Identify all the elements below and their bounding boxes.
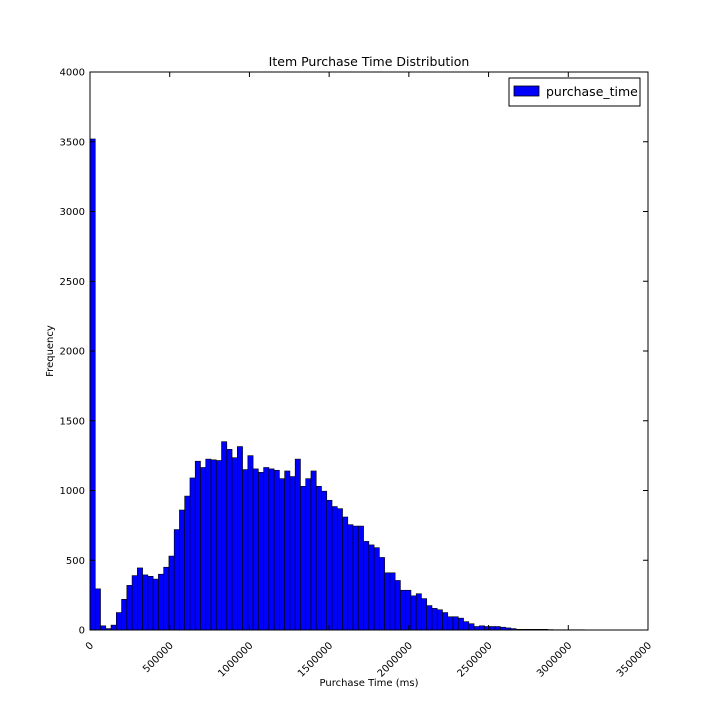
histogram-bar bbox=[442, 613, 447, 630]
histogram-bar bbox=[337, 509, 342, 630]
histogram-bar bbox=[158, 574, 163, 630]
histogram-bar bbox=[327, 500, 332, 630]
histogram-bar bbox=[495, 627, 500, 630]
histogram-bar bbox=[411, 596, 416, 630]
histogram-bar bbox=[458, 618, 463, 630]
histogram-bar bbox=[379, 557, 384, 630]
histogram-bar bbox=[306, 479, 311, 630]
histogram-bar bbox=[295, 459, 300, 630]
histogram-bar bbox=[343, 517, 348, 630]
histogram-bar bbox=[111, 625, 116, 630]
histogram-bar bbox=[453, 617, 458, 630]
histogram-bar bbox=[95, 589, 100, 630]
histogram-bar bbox=[101, 626, 106, 630]
histogram-bar bbox=[490, 627, 495, 630]
histogram-bar bbox=[169, 556, 174, 630]
histogram-bar bbox=[479, 626, 484, 630]
histogram-bar bbox=[195, 461, 200, 630]
y-tick-label: 2500 bbox=[60, 277, 85, 288]
histogram-bar bbox=[116, 613, 121, 630]
y-tick-label: 2000 bbox=[60, 347, 85, 358]
histogram-bar bbox=[400, 590, 405, 630]
histogram-bar bbox=[274, 470, 279, 630]
histogram-bar bbox=[416, 594, 421, 630]
histogram-bar bbox=[164, 567, 169, 630]
chart-title: Item Purchase Time Distribution bbox=[269, 54, 470, 69]
x-axis-label: Purchase Time (ms) bbox=[320, 678, 419, 689]
histogram-bar bbox=[127, 585, 132, 630]
histogram-bar bbox=[364, 541, 369, 630]
histogram-bar bbox=[232, 458, 237, 630]
histogram-bar bbox=[248, 456, 253, 630]
legend: purchase_time bbox=[509, 78, 640, 106]
histogram-bar bbox=[211, 460, 216, 630]
y-axis-label: Frequency bbox=[45, 325, 56, 377]
histogram-bar bbox=[437, 610, 442, 630]
histogram-bar bbox=[474, 627, 479, 630]
histogram-bar bbox=[216, 461, 221, 630]
histogram-bar bbox=[385, 573, 390, 630]
histogram-bar bbox=[300, 486, 305, 630]
histogram-bar bbox=[358, 526, 363, 630]
histogram-bar bbox=[421, 599, 426, 630]
histogram-bar bbox=[406, 590, 411, 630]
histogram-bar bbox=[122, 599, 127, 630]
histogram-bar bbox=[353, 526, 358, 630]
histogram-bar bbox=[200, 467, 205, 630]
histogram-bar bbox=[432, 608, 437, 630]
histogram-bar bbox=[206, 459, 211, 630]
y-tick-label: 1500 bbox=[60, 416, 85, 427]
legend-swatch bbox=[514, 86, 539, 96]
histogram-bar bbox=[190, 478, 195, 630]
y-tick-label: 500 bbox=[66, 556, 85, 567]
histogram-bar bbox=[448, 617, 453, 630]
y-tick-label: 3000 bbox=[60, 207, 85, 218]
histogram-bar bbox=[137, 568, 142, 630]
histogram-bar bbox=[269, 469, 274, 630]
histogram-bar bbox=[464, 622, 469, 630]
histogram-bar bbox=[237, 447, 242, 630]
histogram-bar bbox=[258, 472, 263, 630]
histogram-bar bbox=[469, 624, 474, 630]
histogram-bar bbox=[321, 491, 326, 630]
histogram-bar bbox=[174, 530, 179, 630]
histogram-bar bbox=[390, 573, 395, 630]
histogram-bar bbox=[369, 545, 374, 630]
histogram-bar bbox=[348, 525, 353, 630]
y-tick-label: 3500 bbox=[60, 137, 85, 148]
histogram-bar bbox=[316, 486, 321, 630]
histogram-bar bbox=[253, 469, 258, 630]
histogram-bar bbox=[374, 548, 379, 630]
histogram-bar bbox=[185, 496, 190, 630]
y-tick-label: 0 bbox=[79, 626, 85, 637]
histogram-bar bbox=[132, 576, 137, 630]
histogram-bar bbox=[90, 139, 95, 630]
histogram-bar bbox=[427, 606, 432, 630]
histogram-bar bbox=[395, 580, 400, 630]
histogram-bar bbox=[143, 575, 148, 630]
histogram-bar bbox=[332, 507, 337, 630]
histogram-bar bbox=[279, 479, 284, 630]
histogram-bar bbox=[290, 477, 295, 630]
histogram-bar bbox=[227, 449, 232, 630]
histogram-bar bbox=[153, 579, 158, 630]
histogram-bar bbox=[243, 470, 248, 630]
y-tick-label: 1000 bbox=[60, 486, 85, 497]
histogram-bar bbox=[311, 471, 316, 630]
histogram-bar bbox=[222, 442, 227, 630]
histogram-bar bbox=[148, 576, 153, 630]
y-tick-label: 4000 bbox=[60, 68, 85, 79]
histogram-bar bbox=[264, 467, 269, 630]
histogram-bar bbox=[285, 471, 290, 630]
histogram-bar bbox=[179, 510, 184, 630]
legend-label: purchase_time bbox=[546, 84, 638, 99]
